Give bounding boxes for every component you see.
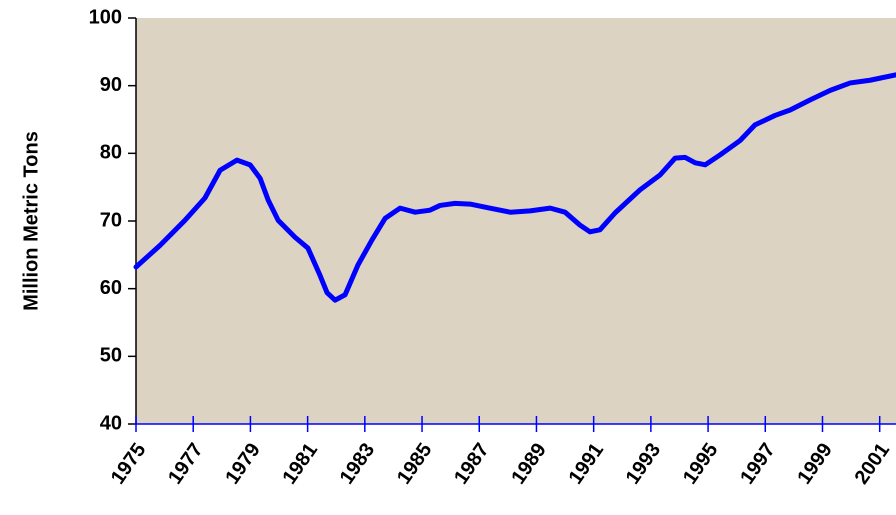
y-tick-label: 80 [100, 142, 122, 164]
x-tick-label: 1979 [221, 439, 265, 488]
y-tick-label: 50 [100, 345, 122, 367]
y-tick-label: 90 [100, 74, 122, 96]
x-tick-label: 1991 [565, 439, 609, 488]
data-line [133, 72, 896, 303]
x-tick-label: 1993 [622, 439, 666, 488]
x-tick-label: 2001 [851, 439, 895, 488]
x-tick-label: 1981 [278, 439, 322, 488]
x-tick-label: 1989 [507, 439, 551, 488]
x-tick-label: 1995 [679, 439, 723, 488]
y-axis-label: Million Metric Tons [20, 131, 42, 311]
x-tick-label: 1983 [336, 439, 380, 488]
x-tick-label: 1977 [164, 439, 208, 488]
x-tick-label: 1987 [450, 439, 494, 488]
x-tick-label: 1975 [107, 439, 151, 488]
x-tick-label: 1985 [393, 439, 437, 488]
y-tick-label: 40 [100, 412, 122, 434]
y-tick-label: 100 [89, 6, 122, 28]
x-tick-label: 1999 [793, 439, 837, 488]
y-tick-label: 60 [100, 277, 122, 299]
plot-area [136, 18, 896, 424]
y-tick-label: 70 [100, 209, 122, 231]
x-tick-label: 1997 [736, 439, 780, 488]
